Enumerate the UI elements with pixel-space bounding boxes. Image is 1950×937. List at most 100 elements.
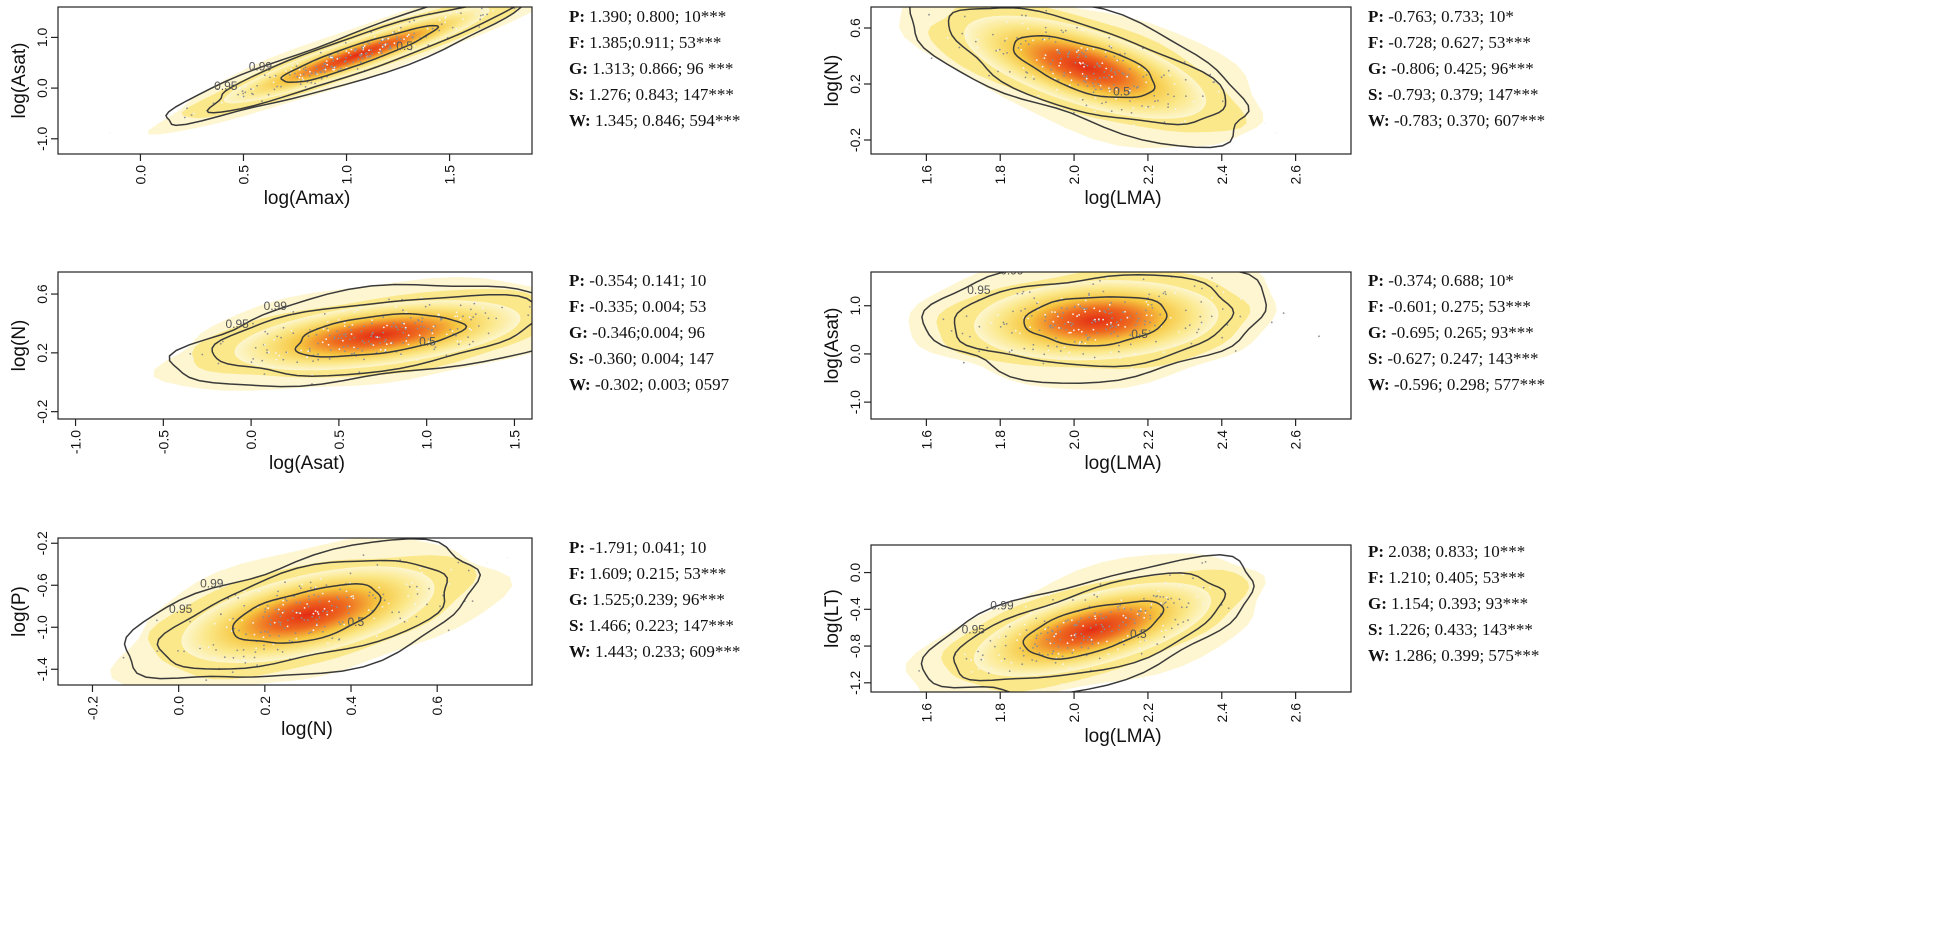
scatter-point — [1097, 592, 1100, 595]
scatter-point — [1117, 605, 1119, 608]
scatter-point — [373, 617, 375, 620]
scatter-point — [474, 301, 477, 304]
scatter-point — [237, 597, 240, 599]
scatter-point — [384, 44, 387, 46]
scatter-point — [1082, 307, 1085, 310]
scatter-point — [1062, 312, 1065, 314]
scatter-point — [1136, 613, 1139, 615]
scatter-point — [1226, 324, 1229, 326]
scatter-point — [1094, 88, 1097, 91]
scatter-point — [1064, 29, 1067, 32]
scatter-point — [1080, 642, 1082, 645]
scatter-point — [1023, 623, 1026, 626]
stat-value: 1.154; 0.393; 93*** — [1387, 594, 1528, 613]
scatter-point — [1099, 84, 1102, 87]
scatter-point — [1048, 594, 1050, 596]
scatter-point — [312, 629, 315, 632]
scatter-point — [281, 611, 284, 614]
scatter-point — [326, 321, 329, 323]
scatter-point — [456, 315, 459, 318]
x-tick-label: 0.5 — [331, 430, 347, 450]
scatter-point — [303, 619, 306, 621]
scatter-point — [360, 330, 363, 333]
stat-line: G: 1.313; 0.866; 96 *** — [569, 59, 733, 78]
x-tick-label: 2.0 — [1066, 430, 1082, 450]
scatter-point — [1196, 331, 1198, 334]
scatter-point — [1115, 321, 1118, 323]
x-tick-label: 0.4 — [343, 696, 359, 716]
scatter-point — [1143, 616, 1145, 619]
scatter-point — [1020, 48, 1023, 51]
scatter-point — [1077, 84, 1080, 86]
x-tick-label: 1.5 — [506, 430, 522, 450]
scatter-point — [348, 51, 350, 54]
scatter-point — [1080, 617, 1082, 620]
scatter-point — [1086, 64, 1089, 67]
scatter-point — [314, 82, 316, 85]
scatter-point — [1144, 609, 1147, 612]
scatter-point — [342, 346, 345, 348]
scatter-point — [1178, 330, 1180, 333]
stat-value: 1.345; 0.846; 594*** — [591, 111, 741, 130]
scatter-point — [212, 644, 215, 646]
scatter-point — [544, 303, 546, 305]
scatter-point — [367, 609, 370, 611]
scatter-point — [408, 585, 411, 588]
scatter-point — [266, 332, 269, 335]
stat-line: F: -0.335; 0.004; 53 — [569, 297, 706, 316]
scatter-point — [965, 315, 968, 318]
scatter-point — [317, 353, 319, 356]
scatter-point — [1059, 638, 1062, 641]
scatter-point — [444, 17, 447, 19]
scatter-point — [1074, 635, 1077, 638]
scatter-point — [244, 91, 247, 94]
stat-value: 1.385;0.911; 53*** — [585, 33, 721, 52]
scatter-point — [976, 46, 979, 49]
stat-line: W: -0.783; 0.370; 607*** — [1368, 111, 1545, 130]
scatter-point — [1057, 79, 1060, 81]
scatter-point — [344, 335, 347, 338]
scatter-point — [302, 68, 305, 70]
scatter-point — [1134, 622, 1136, 625]
y-tick-label: 1.0 — [847, 296, 863, 316]
scatter-point — [434, 346, 437, 348]
scatter-point — [361, 48, 364, 50]
scatter-point — [1096, 595, 1099, 598]
scatter-point — [1065, 356, 1068, 359]
scatter-point — [1166, 606, 1169, 609]
scatter-point — [1149, 321, 1151, 324]
scatter-point — [1088, 616, 1091, 619]
scatter-point — [439, 605, 441, 608]
y-tick-label: 1.0 — [34, 27, 50, 47]
scatter-point — [1129, 343, 1132, 346]
panel-1: 0.99 0.95 0.5 0.0 0.5 1.0 1.5 -1.0 0.0 1.0 log(Ama… — [9, 6, 741, 209]
scatter-point — [328, 600, 331, 603]
stat-value: 1.609; 0.215; 53*** — [585, 564, 726, 583]
scatter-point — [1004, 635, 1007, 638]
x-tick-label: 2.4 — [1214, 430, 1230, 450]
scatter-point — [1094, 612, 1096, 615]
scatter-point — [1070, 79, 1073, 82]
scatter-point — [381, 605, 384, 608]
scatter-point — [387, 602, 390, 605]
scatter-point — [1017, 47, 1020, 49]
scatter-point — [379, 348, 382, 351]
scatter-point — [1174, 344, 1177, 347]
scatter-point — [998, 654, 1000, 656]
scatter-point — [243, 604, 246, 607]
scatter-point — [1104, 311, 1107, 314]
scatter-point — [370, 335, 372, 338]
scatter-point — [416, 593, 419, 595]
scatter-point — [546, 302, 548, 304]
scatter-point — [1044, 313, 1046, 316]
scatter-point — [1110, 611, 1112, 613]
scatter-point — [1163, 121, 1166, 124]
scatter-point — [223, 656, 226, 659]
scatter-point — [1057, 646, 1060, 648]
scatter-point — [1145, 314, 1148, 317]
stat-key: S: — [569, 85, 584, 104]
scatter-point — [353, 336, 356, 339]
scatter-point — [1173, 602, 1175, 604]
scatter-point — [299, 74, 302, 76]
scatter-point — [1118, 69, 1120, 72]
